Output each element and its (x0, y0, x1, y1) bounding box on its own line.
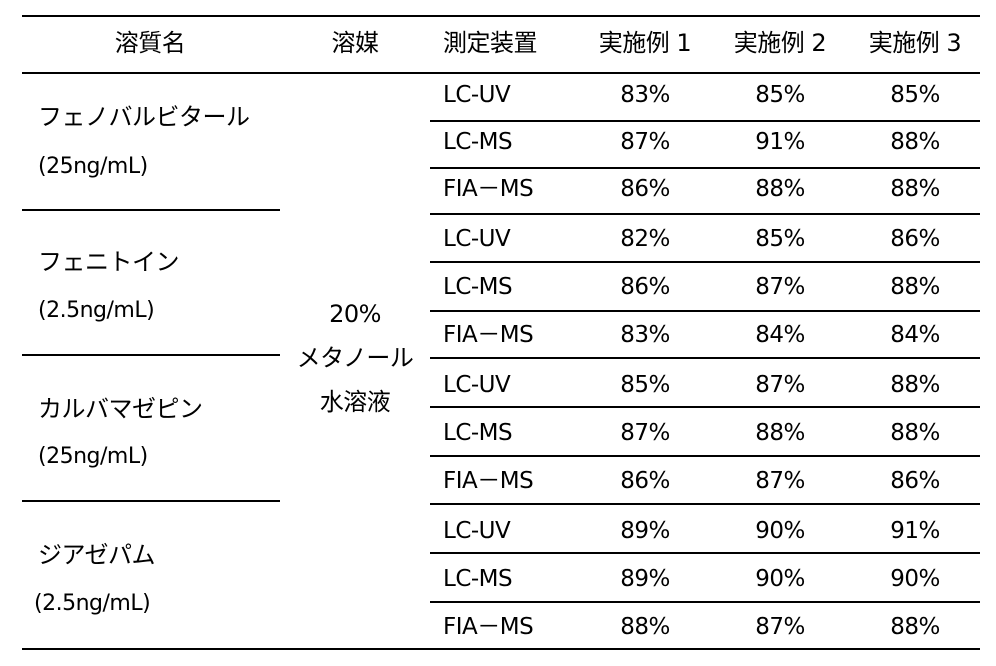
value-cell: 84% (710, 321, 850, 349)
header-solvent: 溶媒 (290, 29, 420, 57)
value-cell: 90% (710, 517, 850, 545)
value-cell: 88% (845, 419, 985, 447)
value-cell: 91% (710, 128, 850, 156)
value-cell: 83% (575, 81, 715, 109)
device-cell: LC-UV (443, 517, 510, 545)
value-cell: 86% (575, 467, 715, 495)
value-cell: 87% (710, 371, 850, 399)
row-rule (430, 552, 980, 554)
solute-concentration: (25ng/mL) (38, 153, 148, 181)
value-cell: 85% (710, 225, 850, 253)
value-cell: 85% (575, 371, 715, 399)
value-cell: 82% (575, 225, 715, 253)
device-cell: LC-UV (443, 81, 510, 109)
value-cell: 88% (710, 419, 850, 447)
top-rule (22, 15, 980, 17)
bottom-rule (22, 648, 980, 650)
solute-concentration: (2.5ng/mL) (34, 590, 150, 618)
value-cell: 89% (575, 565, 715, 593)
device-cell: FIA－MS (443, 175, 533, 203)
value-cell: 86% (575, 273, 715, 301)
value-cell: 90% (710, 565, 850, 593)
device-cell: LC-UV (443, 371, 510, 399)
value-cell: 88% (845, 175, 985, 203)
group-rule-solute (22, 209, 280, 211)
row-rule (430, 310, 980, 312)
solute-name: フェニトイン (38, 248, 179, 276)
row-rule (430, 455, 980, 457)
header-solute: 溶質名 (70, 29, 230, 57)
value-cell: 86% (575, 175, 715, 203)
device-cell: LC-UV (443, 225, 510, 253)
header-device: 測定装置 (443, 29, 537, 57)
solute-name: ジアゼパム (38, 541, 155, 569)
header-example-1: 実施例 1 (575, 29, 715, 57)
group-rule (430, 503, 980, 505)
value-cell: 88% (710, 175, 850, 203)
value-cell: 91% (845, 517, 985, 545)
header-rule (22, 72, 980, 74)
device-cell: LC-MS (443, 565, 512, 593)
group-rule (430, 213, 980, 215)
value-cell: 85% (710, 81, 850, 109)
group-rule (430, 357, 980, 359)
row-rule (430, 261, 980, 263)
group-rule-solute (22, 500, 280, 502)
value-cell: 88% (845, 273, 985, 301)
solute-concentration: (2.5ng/mL) (38, 297, 154, 325)
value-cell: 87% (575, 419, 715, 447)
row-rule (430, 120, 980, 122)
solute-name: フェノバルビタール (38, 103, 250, 131)
value-cell: 84% (845, 321, 985, 349)
value-cell: 88% (845, 613, 985, 641)
solvent-line-1: 20% (290, 292, 420, 336)
value-cell: 85% (845, 81, 985, 109)
device-cell: LC-MS (443, 419, 512, 447)
value-cell: 89% (575, 517, 715, 545)
header-example-3: 実施例 3 (845, 29, 985, 57)
row-rule (430, 601, 980, 603)
value-cell: 87% (710, 467, 850, 495)
value-cell: 87% (710, 613, 850, 641)
device-cell: FIA－MS (443, 613, 533, 641)
solute-concentration: (25ng/mL) (38, 443, 148, 471)
value-cell: 86% (845, 225, 985, 253)
value-cell: 88% (845, 371, 985, 399)
row-rule (430, 406, 980, 408)
device-cell: LC-MS (443, 128, 512, 156)
group-rule-solute (22, 354, 280, 356)
solvent-label: 20% メタノール 水溶液 (290, 292, 420, 424)
device-cell: LC-MS (443, 273, 512, 301)
value-cell: 86% (845, 467, 985, 495)
device-cell: FIA－MS (443, 321, 533, 349)
solvent-line-3: 水溶液 (290, 380, 420, 424)
value-cell: 87% (710, 273, 850, 301)
value-cell: 87% (575, 128, 715, 156)
device-cell: FIA－MS (443, 467, 533, 495)
row-rule (430, 167, 980, 169)
value-cell: 90% (845, 565, 985, 593)
solvent-line-2: メタノール (290, 336, 420, 380)
value-cell: 88% (845, 128, 985, 156)
header-example-2: 実施例 2 (710, 29, 850, 57)
value-cell: 88% (575, 613, 715, 641)
solute-name: カルバマゼピン (38, 395, 203, 423)
value-cell: 83% (575, 321, 715, 349)
